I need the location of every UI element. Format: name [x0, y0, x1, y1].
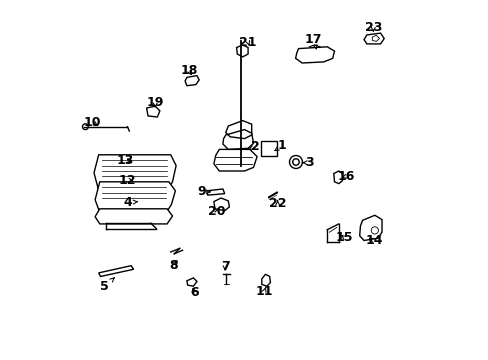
Text: 18: 18	[180, 64, 197, 77]
Polygon shape	[99, 266, 133, 276]
Text: 7: 7	[220, 260, 229, 273]
Text: 23: 23	[364, 21, 381, 33]
Text: 16: 16	[337, 170, 354, 183]
Text: 3: 3	[302, 156, 313, 169]
Text: 21: 21	[239, 36, 256, 49]
Polygon shape	[95, 209, 172, 224]
Polygon shape	[94, 155, 176, 191]
Text: 10: 10	[83, 116, 101, 129]
Text: 9: 9	[197, 185, 210, 198]
Text: 17: 17	[304, 33, 322, 49]
Text: 11: 11	[255, 285, 272, 298]
Text: 15: 15	[335, 231, 353, 244]
Text: 5: 5	[100, 278, 114, 293]
Text: 13: 13	[116, 154, 133, 167]
Text: 14: 14	[365, 234, 382, 247]
Text: 2: 2	[247, 140, 259, 153]
Text: 1: 1	[274, 139, 286, 152]
Text: 19: 19	[146, 96, 163, 109]
Text: 8: 8	[169, 259, 178, 272]
Text: 12: 12	[119, 174, 136, 186]
Text: 4: 4	[123, 196, 137, 209]
Text: 20: 20	[208, 205, 225, 218]
Text: 22: 22	[268, 197, 286, 210]
Text: 6: 6	[189, 286, 198, 299]
Polygon shape	[95, 182, 175, 212]
